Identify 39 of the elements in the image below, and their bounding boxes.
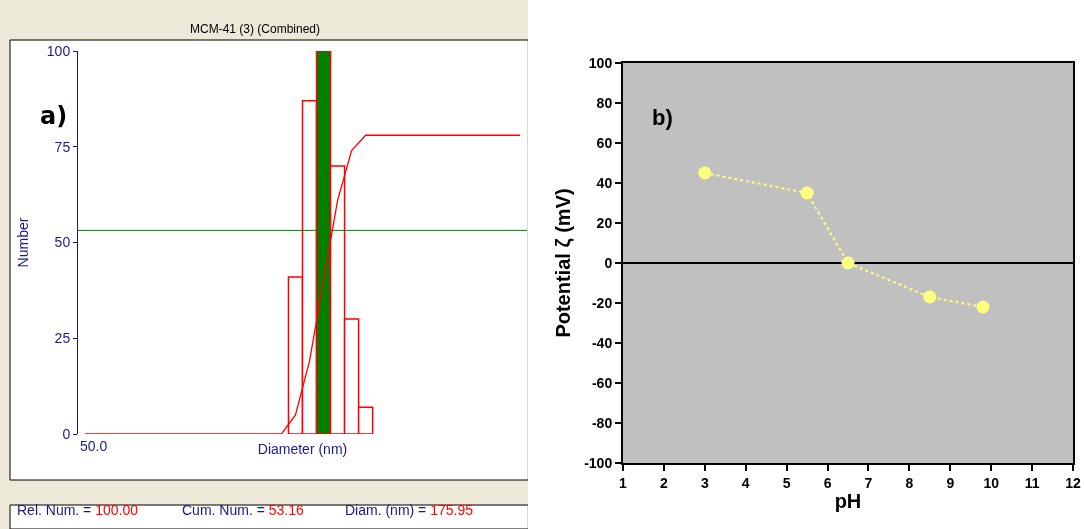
- x-tick-label: 8: [905, 474, 914, 491]
- x-tick-label: 1: [619, 474, 628, 491]
- annotation: b): [652, 105, 673, 130]
- y-axis-title: Number: [15, 217, 32, 268]
- y-tick-label: 75: [54, 138, 71, 155]
- text: Rel. Num. = 100.00: [17, 502, 139, 518]
- y-tick-label: 100: [588, 54, 613, 71]
- y-tick-label: -100: [584, 454, 613, 471]
- y-tick-label: 100: [46, 42, 71, 59]
- y-tick-label: 40: [596, 174, 613, 191]
- y-tick-label: 60: [596, 134, 613, 151]
- y-tick-label: -40: [591, 334, 613, 351]
- y-axis-title: Potential ζ (mV): [552, 188, 575, 338]
- x-axis-title: Diameter (nm): [257, 441, 348, 458]
- text: 50.0: [80, 438, 108, 454]
- x-axis-title: pH: [834, 489, 862, 512]
- text: a): [40, 102, 68, 130]
- x-tick-label: 7: [864, 474, 873, 491]
- y-tick-label: -20: [591, 294, 613, 311]
- y-tick-label: 20: [596, 214, 613, 231]
- x-tick-label: 6: [823, 474, 832, 491]
- y-tick-label: 0: [604, 254, 613, 271]
- y-tick-label: -80: [591, 414, 613, 431]
- x-tick-label: 3: [700, 474, 709, 491]
- y-tick-label: 25: [54, 330, 71, 347]
- chart-title: MCM-41 (3) (Combined): [190, 22, 321, 36]
- x-tick-label: 4: [741, 474, 750, 491]
- text: Diam. (nm) = 175.95: [345, 502, 474, 518]
- y-tick-label: 50: [54, 234, 71, 251]
- x-tick-label: 5: [782, 474, 791, 491]
- y-tick-label: 0: [62, 425, 71, 442]
- x-tick-label: 2: [660, 474, 669, 491]
- x-tick-label: 11: [1024, 474, 1040, 491]
- y-tick-label: 80: [596, 94, 613, 111]
- x-tick-label: 12: [1065, 474, 1081, 491]
- y-tick-label: -60: [591, 374, 613, 391]
- x-tick-label: 10: [983, 474, 1000, 491]
- x-tick-label: 9: [946, 474, 955, 491]
- text: Cum. Num. = 53.16: [182, 502, 304, 518]
